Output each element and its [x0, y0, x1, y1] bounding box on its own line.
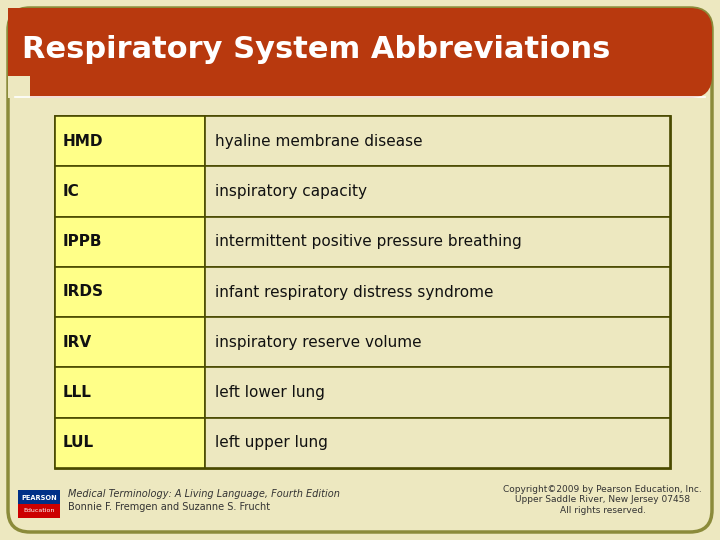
Bar [55, 267, 205, 317]
Text: IC: IC [63, 184, 80, 199]
Text: Copyright©2009 by Pearson Education, Inc.
Upper Saddle River, New Jersey 07458
A: Copyright©2009 by Pearson Education, Inc… [503, 485, 702, 515]
Bar [18, 490, 60, 504]
Text: LUL: LUL [63, 435, 94, 450]
Text: infant respiratory distress syndrome: infant respiratory distress syndrome [215, 285, 493, 300]
Bar [8, 8, 660, 98]
Bar [205, 217, 670, 267]
Text: LLL: LLL [63, 385, 92, 400]
Bar [205, 418, 670, 468]
Text: Medical Terminology: A Living Language, Fourth Edition: Medical Terminology: A Living Language, … [68, 489, 340, 499]
Text: inspiratory reserve volume: inspiratory reserve volume [215, 335, 422, 350]
Text: IRV: IRV [63, 335, 92, 350]
Bar [205, 116, 670, 166]
Text: intermittent positive pressure breathing: intermittent positive pressure breathing [215, 234, 522, 249]
Bar [55, 418, 205, 468]
Bar [55, 217, 205, 267]
Text: Bonnie F. Fremgen and Suzanne S. Frucht: Bonnie F. Fremgen and Suzanne S. Frucht [68, 502, 270, 512]
Text: left lower lung: left lower lung [215, 385, 325, 400]
Text: Education: Education [23, 509, 55, 514]
Text: IRDS: IRDS [63, 285, 104, 300]
Text: Respiratory System Abbreviations: Respiratory System Abbreviations [22, 35, 611, 64]
FancyBboxPatch shape [8, 8, 712, 532]
Text: HMD: HMD [63, 133, 104, 148]
Bar [205, 267, 670, 317]
Bar [205, 166, 670, 217]
Bar [205, 367, 670, 418]
Bar [55, 367, 205, 418]
Text: inspiratory capacity: inspiratory capacity [215, 184, 367, 199]
Text: left upper lung: left upper lung [215, 435, 328, 450]
Text: hyaline membrane disease: hyaline membrane disease [215, 133, 423, 148]
Bar [55, 317, 205, 367]
Text: PEARSON: PEARSON [21, 495, 57, 501]
Bar [55, 116, 205, 166]
Bar [55, 116, 670, 468]
Bar [55, 166, 205, 217]
Bar [18, 504, 60, 518]
Text: IPPB: IPPB [63, 234, 102, 249]
FancyBboxPatch shape [8, 8, 712, 98]
Bar [8, 76, 30, 98]
Bar [205, 317, 670, 367]
